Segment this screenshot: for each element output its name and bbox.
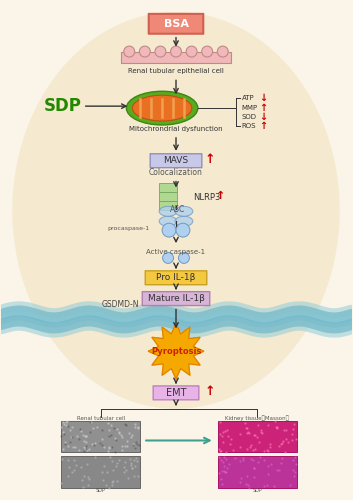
Text: ↑: ↑ <box>205 386 215 398</box>
Ellipse shape <box>159 216 177 226</box>
Circle shape <box>179 252 190 264</box>
Text: SOD: SOD <box>241 114 257 120</box>
FancyBboxPatch shape <box>158 192 178 201</box>
FancyBboxPatch shape <box>121 52 231 64</box>
Ellipse shape <box>126 92 198 125</box>
FancyBboxPatch shape <box>158 201 178 210</box>
Circle shape <box>155 46 166 57</box>
Text: ATP: ATP <box>241 95 254 101</box>
FancyBboxPatch shape <box>149 14 203 34</box>
Text: BSA: BSA <box>163 19 189 29</box>
Text: ↑: ↑ <box>259 102 268 113</box>
Text: ↑: ↑ <box>216 192 225 202</box>
Text: ASC: ASC <box>170 205 186 214</box>
Text: MAVS: MAVS <box>163 156 189 165</box>
Circle shape <box>124 46 135 57</box>
FancyBboxPatch shape <box>142 292 210 306</box>
Text: Pro IL-1β: Pro IL-1β <box>156 274 196 282</box>
FancyBboxPatch shape <box>218 420 297 452</box>
Text: SDP: SDP <box>252 488 262 492</box>
Text: Renal tubular cell: Renal tubular cell <box>77 416 125 421</box>
Ellipse shape <box>175 216 193 226</box>
Circle shape <box>186 46 197 57</box>
FancyBboxPatch shape <box>145 271 207 284</box>
Circle shape <box>176 223 190 237</box>
FancyBboxPatch shape <box>158 183 178 192</box>
Text: Colocalization: Colocalization <box>149 168 203 177</box>
Text: EMT: EMT <box>166 388 186 398</box>
Circle shape <box>139 46 150 57</box>
Ellipse shape <box>12 12 340 408</box>
Text: Mature IL-1β: Mature IL-1β <box>148 294 204 303</box>
Text: Renal tubular epithelial cell: Renal tubular epithelial cell <box>128 68 224 74</box>
FancyBboxPatch shape <box>218 456 297 488</box>
Text: Kidney tissue（Masson）: Kidney tissue（Masson） <box>226 416 289 422</box>
Ellipse shape <box>175 206 193 216</box>
FancyBboxPatch shape <box>61 420 140 452</box>
FancyBboxPatch shape <box>61 456 140 488</box>
Ellipse shape <box>132 95 192 121</box>
Ellipse shape <box>159 206 177 216</box>
Text: ↓: ↓ <box>259 93 268 103</box>
Circle shape <box>162 223 176 237</box>
FancyBboxPatch shape <box>153 386 199 400</box>
Text: ROS: ROS <box>241 124 256 130</box>
Text: NLRP3: NLRP3 <box>193 193 220 202</box>
Text: ↑: ↑ <box>205 153 215 166</box>
Circle shape <box>170 46 181 57</box>
Text: MMP: MMP <box>241 104 258 110</box>
Text: procaspase-1: procaspase-1 <box>107 226 149 230</box>
Circle shape <box>202 46 213 57</box>
Text: Active caspase-1: Active caspase-1 <box>146 249 205 255</box>
FancyBboxPatch shape <box>150 154 202 168</box>
Text: SDP: SDP <box>96 488 106 492</box>
Text: Mitochrondrial dysfunction: Mitochrondrial dysfunction <box>129 126 223 132</box>
Text: SDP: SDP <box>44 97 82 115</box>
Text: GSDMD-N: GSDMD-N <box>102 300 139 309</box>
Circle shape <box>163 252 174 264</box>
Text: ↓: ↓ <box>259 112 268 122</box>
Polygon shape <box>148 324 204 379</box>
Circle shape <box>217 46 228 57</box>
Text: ↑: ↑ <box>259 122 268 132</box>
Text: Pyroptosis: Pyroptosis <box>151 346 201 356</box>
